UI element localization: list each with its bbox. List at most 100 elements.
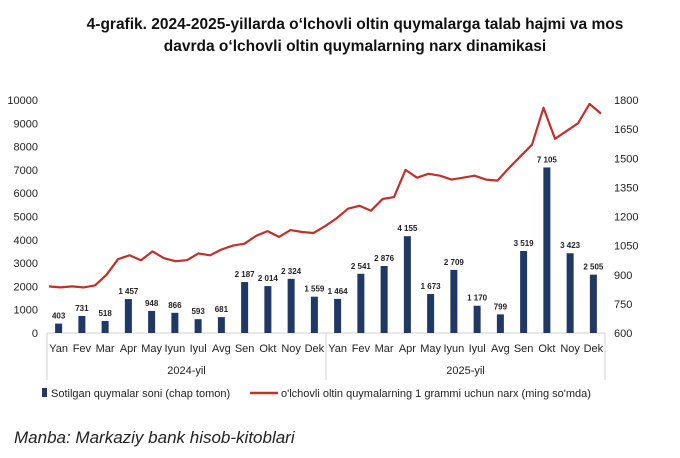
left-tick-label: 5000	[14, 212, 38, 224]
x-tick-label: May	[141, 343, 162, 355]
x-tick-label: Mar	[96, 343, 115, 355]
bar	[380, 265, 388, 333]
x-tick-label: Avg	[491, 343, 510, 355]
bar-data-label: 4 155	[397, 224, 418, 233]
x-tick-label: Iyul	[190, 343, 207, 355]
bar	[543, 167, 551, 333]
bar-data-label: 2 709	[444, 258, 465, 267]
bar-data-label: 593	[191, 307, 205, 316]
bar-data-label: 2 014	[258, 274, 279, 283]
bar	[194, 319, 202, 333]
bar-data-label: 731	[75, 304, 89, 313]
x-tick-label: Dek	[584, 343, 604, 355]
bar-data-label: 403	[52, 312, 66, 321]
chart: 0 1000 2000 3000 4000 5000 6000 7000 8000 9000 100…	[7, 95, 638, 400]
left-tick-label: 9000	[14, 118, 38, 130]
left-tick-label: 10000	[7, 95, 38, 107]
right-tick-label: 900	[614, 270, 632, 282]
bar-data-label: 681	[215, 305, 229, 314]
x-tick-label: Sen	[514, 343, 534, 355]
source-note: Manba: Markaziy bank hisob-kitoblari	[14, 428, 295, 447]
x-tick-label: Apr	[120, 343, 137, 355]
x-tick-label: Iyul	[469, 343, 486, 355]
x-tick-label: Fev	[73, 343, 92, 355]
x-tick-label: Okt	[259, 343, 276, 355]
x-tick-label: Avg	[212, 343, 231, 355]
bar	[264, 286, 272, 333]
left-tick-label: 6000	[14, 188, 38, 200]
legend-bar-label: Sotilgan quymalar soni (chap tomon)	[51, 388, 230, 400]
x-tick-label: Okt	[538, 343, 555, 355]
bar-data-label: 1 170	[467, 294, 488, 303]
legend-line-label: o'lchovli oltin quymalarning 1 grammi uc…	[281, 388, 591, 400]
left-tick-label: 4000	[14, 235, 38, 247]
bar-data-label: 1 559	[304, 285, 325, 294]
bar	[496, 314, 504, 333]
bar-data-label: 2 541	[351, 262, 372, 271]
right-tick-label: 750	[614, 299, 632, 311]
bar	[217, 317, 225, 333]
bar	[310, 296, 318, 333]
bar-data-label: 1 464	[328, 287, 349, 296]
x-tick-label: Yan	[49, 343, 68, 355]
right-tick-label: 1500	[614, 153, 638, 165]
left-tick-label: 2000	[14, 281, 38, 293]
bar-data-label: 948	[145, 299, 159, 308]
right-tick-label: 1650	[614, 124, 638, 136]
bar	[589, 274, 597, 333]
x-tick-label: Apr	[399, 343, 416, 355]
year-group-label: 2024-yil	[167, 365, 206, 377]
bar	[55, 323, 63, 333]
bar-data-label: 1 673	[421, 282, 442, 291]
title-line-2: davrda o‘lchovli oltin quymalarning narx…	[163, 38, 547, 55]
x-tick-label: Mar	[375, 343, 394, 355]
legend-bar-swatch	[42, 388, 47, 397]
x-tick-label: Fev	[352, 343, 371, 355]
bar	[78, 315, 86, 333]
x-tick-label: Noy	[281, 343, 301, 355]
bar-data-label: 3 423	[560, 241, 581, 250]
right-tick-label: 1200	[614, 212, 638, 224]
x-tick-label: Dek	[305, 343, 325, 355]
bar	[101, 320, 109, 333]
bar	[566, 253, 574, 333]
bar	[357, 273, 365, 333]
bar	[473, 305, 481, 333]
bar-data-label: 518	[98, 309, 112, 318]
chart-title: 4-grafik. 2024-2025-yillarda o‘lchovli o…	[0, 14, 680, 58]
left-tick-label: 3000	[14, 258, 38, 270]
bar-data-label: 2 876	[374, 254, 395, 263]
bar-data-label: 7 105	[537, 155, 558, 164]
x-tick-label: Sen	[235, 343, 255, 355]
bar	[520, 251, 528, 333]
bar-data-label: 3 519	[514, 239, 535, 248]
x-tick-label: Iyun	[164, 343, 185, 355]
price-line	[48, 102, 602, 289]
left-tick-label: 7000	[14, 165, 38, 177]
bar	[450, 269, 458, 333]
x-tick-label: Noy	[560, 343, 580, 355]
bar	[171, 312, 179, 333]
bar	[287, 278, 295, 333]
right-tick-label: 1050	[614, 241, 638, 253]
bar	[241, 282, 249, 333]
left-tick-label: 0	[32, 328, 38, 340]
left-tick-label: 1000	[14, 305, 38, 317]
bar	[148, 310, 156, 333]
right-tick-label: 1800	[614, 95, 638, 107]
left-tick-label: 8000	[14, 142, 38, 154]
bar-data-label: 799	[494, 302, 508, 311]
right-tick-label: 600	[614, 328, 632, 340]
bar-data-label: 866	[168, 301, 182, 310]
right-tick-label: 1350	[614, 182, 638, 194]
bar-data-label: 2 505	[583, 263, 604, 272]
x-tick-label: Iyun	[443, 343, 464, 355]
x-tick-label: May	[420, 343, 441, 355]
x-tick-label: Yan	[328, 343, 347, 355]
bar-data-label: 2 187	[235, 270, 256, 279]
bar	[124, 299, 132, 333]
bar-data-label: 2 324	[281, 267, 302, 276]
bar	[427, 294, 435, 333]
bar	[334, 298, 342, 333]
title-line-1: 4-grafik. 2024-2025-yillarda o‘lchovli o…	[86, 16, 624, 33]
